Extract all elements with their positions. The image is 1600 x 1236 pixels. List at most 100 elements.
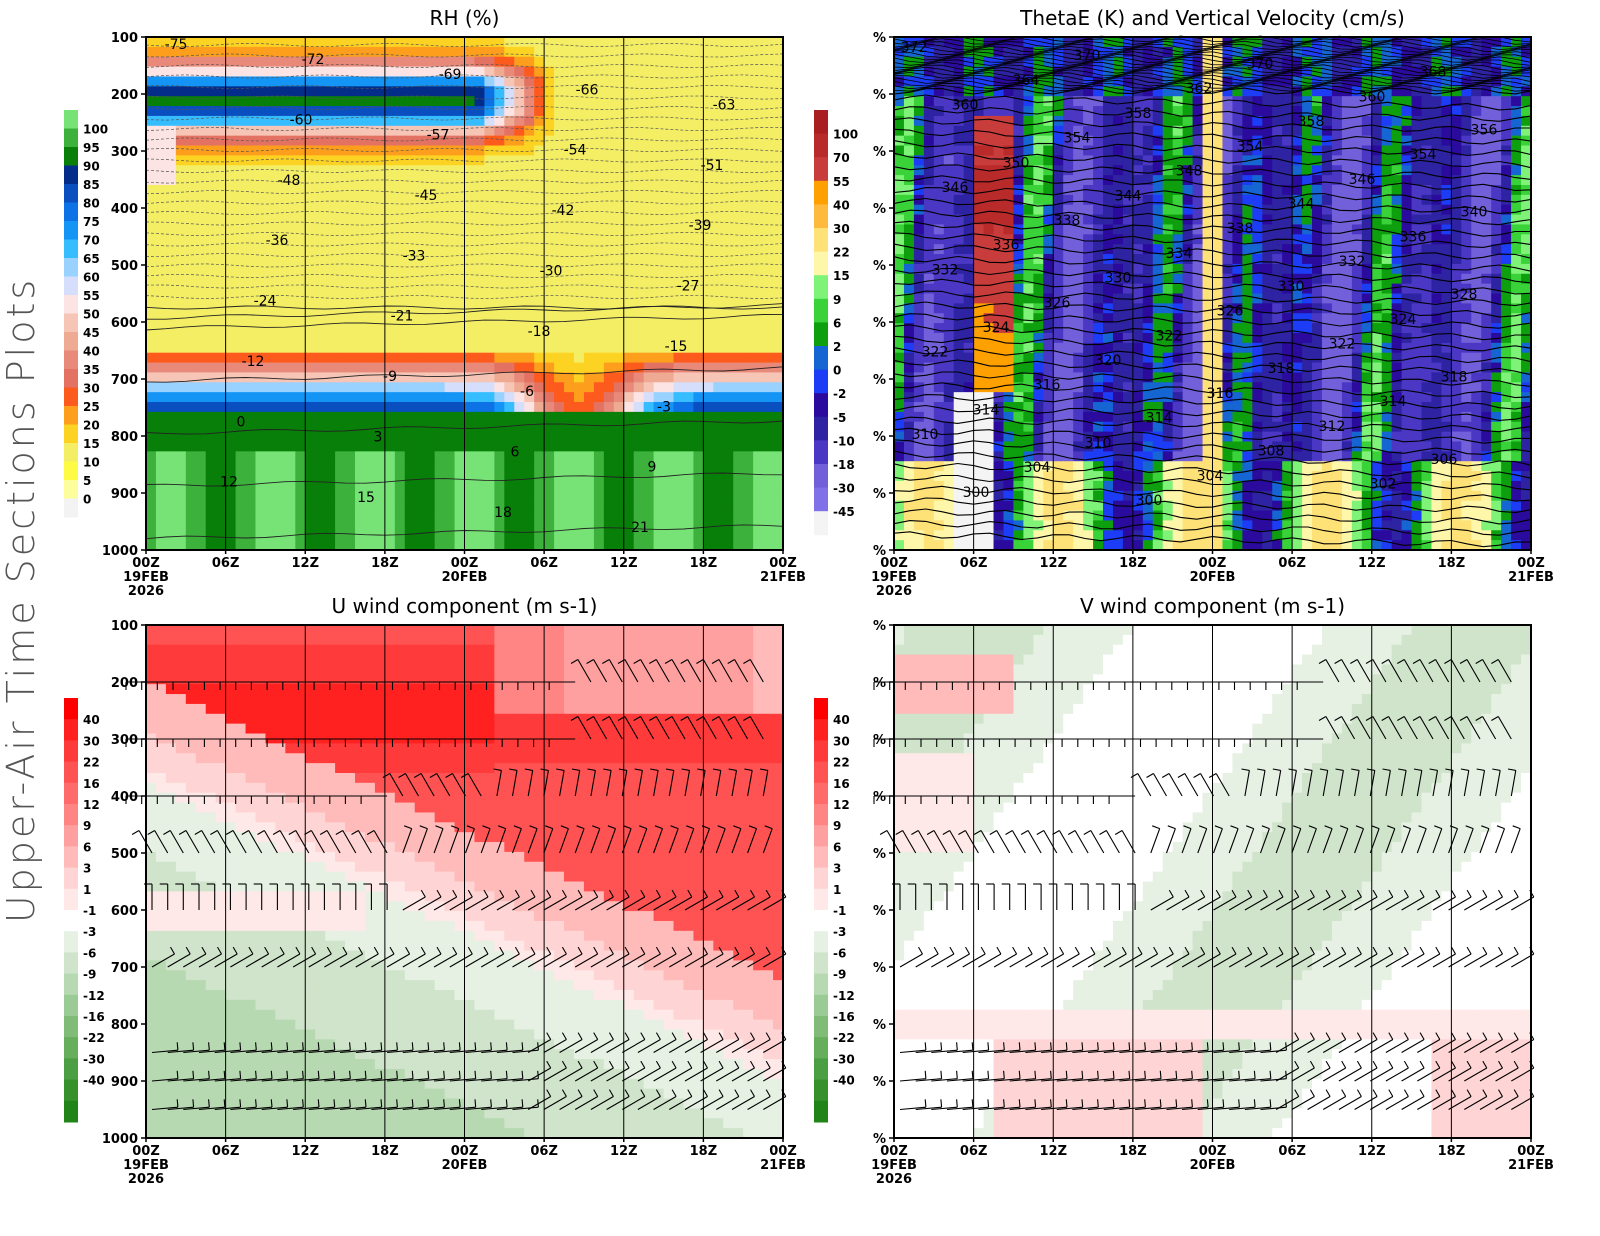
heat-cell (514, 125, 525, 137)
colorbar-swatch (64, 276, 78, 296)
contour-label: -15 (665, 339, 688, 355)
heat-cell (1411, 214, 1423, 226)
y-tick-label: 300 (111, 145, 138, 160)
heat-cell (1451, 175, 1462, 186)
heat-cell (673, 155, 685, 166)
heat-cell (743, 194, 754, 206)
heat-cell (1471, 165, 1482, 176)
heat-cell (1431, 115, 1443, 127)
x-tick-label: 00Z (769, 556, 797, 571)
heat-cell (593, 342, 605, 354)
heat-cell (335, 490, 346, 502)
heat-cell (1302, 125, 1313, 137)
heat-cell (534, 273, 545, 285)
heat-cell (345, 480, 356, 492)
heat-cell (993, 145, 1005, 156)
heat-cell (335, 224, 346, 235)
heat-cell (683, 46, 695, 58)
heat-cell (593, 461, 605, 472)
heat-cell (1501, 224, 1512, 235)
heat-cell (643, 234, 655, 245)
colorbar-swatch (64, 184, 78, 203)
heat-cell (743, 96, 754, 107)
heat-cell (146, 411, 157, 423)
heat-cell (713, 115, 724, 127)
heat-cell (583, 204, 595, 216)
heat-cell (1013, 46, 1024, 58)
heat-cell (1252, 135, 1263, 147)
heat-cell (1252, 115, 1263, 127)
heat-cell (484, 66, 495, 78)
plot-area (894, 37, 1532, 551)
heat-cell (1162, 254, 1174, 265)
heat-cell (1182, 234, 1194, 245)
heat-cell (394, 76, 406, 87)
heat-cell (1142, 86, 1154, 97)
heat-cell (1341, 165, 1353, 176)
heat-cell (573, 56, 585, 68)
heat-cell (414, 244, 426, 255)
heat-cell (1063, 184, 1074, 196)
heat-cell (504, 342, 515, 354)
heat-cell (663, 155, 675, 166)
heat-cell (773, 411, 784, 423)
heat-cell (1401, 214, 1413, 226)
heat-cell (195, 56, 207, 68)
heat-cell (155, 273, 167, 285)
heat-cell (554, 303, 565, 314)
heat-cell (773, 530, 784, 541)
heat-cell (255, 362, 267, 374)
heat-cell (603, 106, 615, 117)
heat-cell (1112, 194, 1124, 206)
heat-cell (763, 461, 774, 472)
heat-cell (394, 263, 406, 275)
heat-cell (484, 411, 495, 423)
heat-cell (315, 313, 326, 324)
heat-cell (773, 392, 784, 403)
heat-cell (643, 421, 655, 433)
heat-cell (175, 184, 187, 196)
heat-cell (683, 431, 695, 443)
heat-cell (384, 175, 396, 186)
heat-cell (1112, 125, 1124, 137)
heat-cell (434, 234, 446, 245)
heat-cell (404, 431, 416, 443)
heat-cell (524, 362, 535, 374)
heat-cell (1083, 263, 1094, 275)
heat-cell (285, 392, 296, 403)
heat-cell (1272, 86, 1283, 97)
heat-cell (1461, 86, 1472, 97)
heat-cell (305, 332, 316, 344)
heat-cell (355, 273, 366, 285)
heat-cell (1441, 106, 1452, 117)
heat-cell (593, 392, 605, 403)
heat-cell (623, 402, 635, 413)
heat-cell (245, 254, 257, 265)
heat-cell (414, 86, 426, 97)
heat-cell (593, 441, 605, 452)
heat-cell (524, 411, 535, 423)
heat-cell (255, 125, 267, 137)
heat-cell (693, 56, 704, 68)
heat-cell (933, 125, 945, 137)
heat-cell (534, 332, 545, 344)
heat-cell (1381, 214, 1393, 226)
heat-cell (1302, 204, 1313, 216)
heat-cell (295, 46, 306, 58)
heat-cell (534, 530, 545, 541)
heat-cell (963, 254, 975, 265)
heat-cell (374, 224, 386, 235)
heat-cell (185, 500, 197, 512)
heat-cell (1073, 254, 1084, 265)
heat-cell (444, 135, 456, 147)
heat-cell (335, 204, 346, 216)
heat-cell (394, 392, 406, 403)
heat-cell (494, 145, 505, 156)
heat-cell (255, 313, 267, 324)
heat-cell (1152, 125, 1164, 137)
heat-cell (165, 283, 177, 295)
heat-cell (683, 461, 695, 472)
heat-cell (245, 76, 257, 87)
heat-cell (703, 471, 714, 482)
heat-cell (564, 46, 575, 58)
